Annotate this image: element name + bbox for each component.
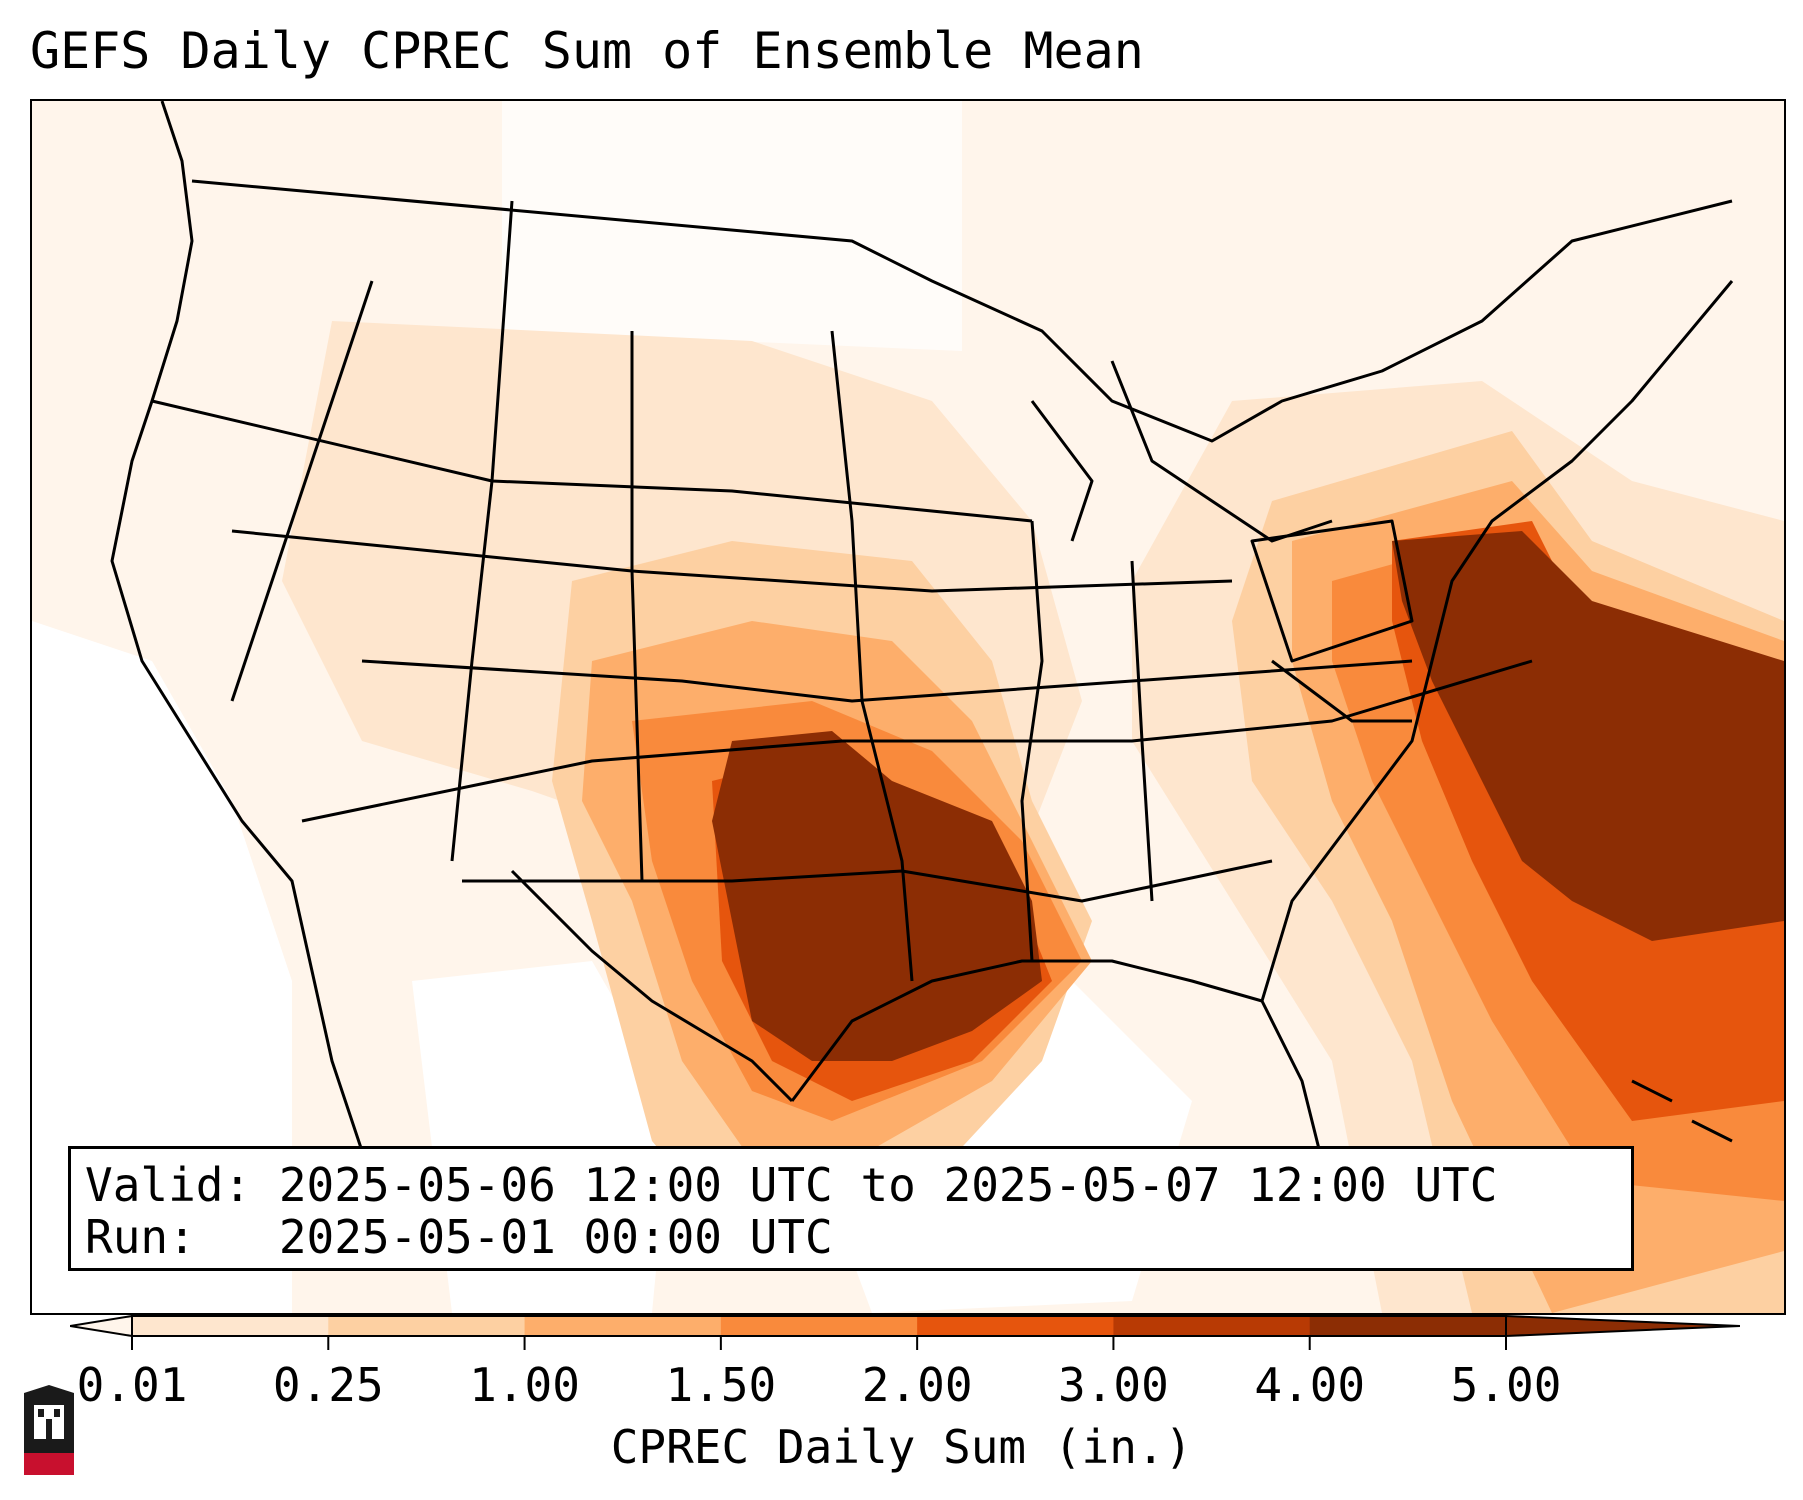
colorbar-segment <box>720 1316 918 1336</box>
colorbar-tick-label: 1.50 <box>665 1358 777 1412</box>
colorbar-title: CPREC Daily Sum (in.) <box>610 1420 1193 1474</box>
colorbar-segment <box>917 1316 1114 1336</box>
dry-canada <box>502 101 962 351</box>
colorbar-tick-label: 3.00 <box>1058 1358 1169 1412</box>
valid-info-box: Valid: 2025-05-06 12:00 UTC to 2025-05-0… <box>68 1146 1634 1271</box>
rio-grande <box>510 869 794 1103</box>
west-coast-line <box>110 101 364 1152</box>
colorbar-tick-label: 0.01 <box>76 1358 188 1412</box>
state-vertical-2 <box>450 200 514 862</box>
state-line-2 <box>231 529 1233 593</box>
virginia-line <box>1271 659 1412 723</box>
bahamas-line <box>1631 1079 1733 1143</box>
state-vertical-1 <box>230 280 374 702</box>
colorbar <box>70 1314 1740 1350</box>
colorbar-segment <box>524 1316 722 1336</box>
pennsylvania-outline <box>1250 519 1414 663</box>
shade-brown-east <box>1392 531 1784 941</box>
colorbar-tick-label: 2.00 <box>861 1358 973 1412</box>
colorbar-segment <box>1113 1316 1311 1336</box>
colorbar-outline <box>131 1315 1507 1337</box>
atlantic-coast-line <box>1260 280 1734 1002</box>
colorbar-tick-marks <box>131 1336 1507 1350</box>
map-canvas <box>32 101 1784 1313</box>
state-vertical-3 <box>630 331 644 882</box>
precipitation-map: Valid: 2025-05-06 12:00 UTC to 2025-05-0… <box>30 99 1786 1315</box>
state-line-1 <box>151 399 1033 523</box>
precip-shading <box>32 101 1784 1313</box>
shade-brown-south <box>712 731 1042 1061</box>
colorbar-extend-low <box>70 1314 133 1338</box>
colorbar-segment <box>328 1316 526 1336</box>
state-vertical-6 <box>1130 560 1154 902</box>
niu-logo-icon <box>24 1385 74 1475</box>
colorbar-tick-label: 0.25 <box>272 1358 384 1412</box>
state-line-3 <box>361 659 1413 703</box>
colorbar-segments <box>70 1314 1740 1338</box>
gulf-coast-line <box>790 959 1324 1162</box>
colorbar-extend-high <box>1505 1314 1740 1338</box>
colorbar-tick-label: 4.00 <box>1254 1358 1366 1412</box>
dry-pacific <box>32 621 292 1313</box>
colorbar-segment <box>1309 1316 1507 1336</box>
state-vertical-4 <box>830 330 914 982</box>
great-lakes-1 <box>1030 400 1094 542</box>
northern-border-line <box>191 179 1733 443</box>
colorbar-tick-label: 1.00 <box>469 1358 580 1412</box>
state-line-4 <box>301 659 1533 823</box>
run-time-text: Run: 2025-05-01 00:00 UTC <box>85 1210 833 1264</box>
map-title: GEFS Daily CPREC Sum of Ensemble Mean <box>30 22 1144 80</box>
colorbar-segment <box>132 1316 329 1336</box>
colorbar-tick-label: 5.00 <box>1450 1358 1562 1412</box>
valid-time-text: Valid: 2025-05-06 12:00 UTC to 2025-05-0… <box>85 1158 1498 1212</box>
state-vertical-5 <box>1020 520 1044 962</box>
